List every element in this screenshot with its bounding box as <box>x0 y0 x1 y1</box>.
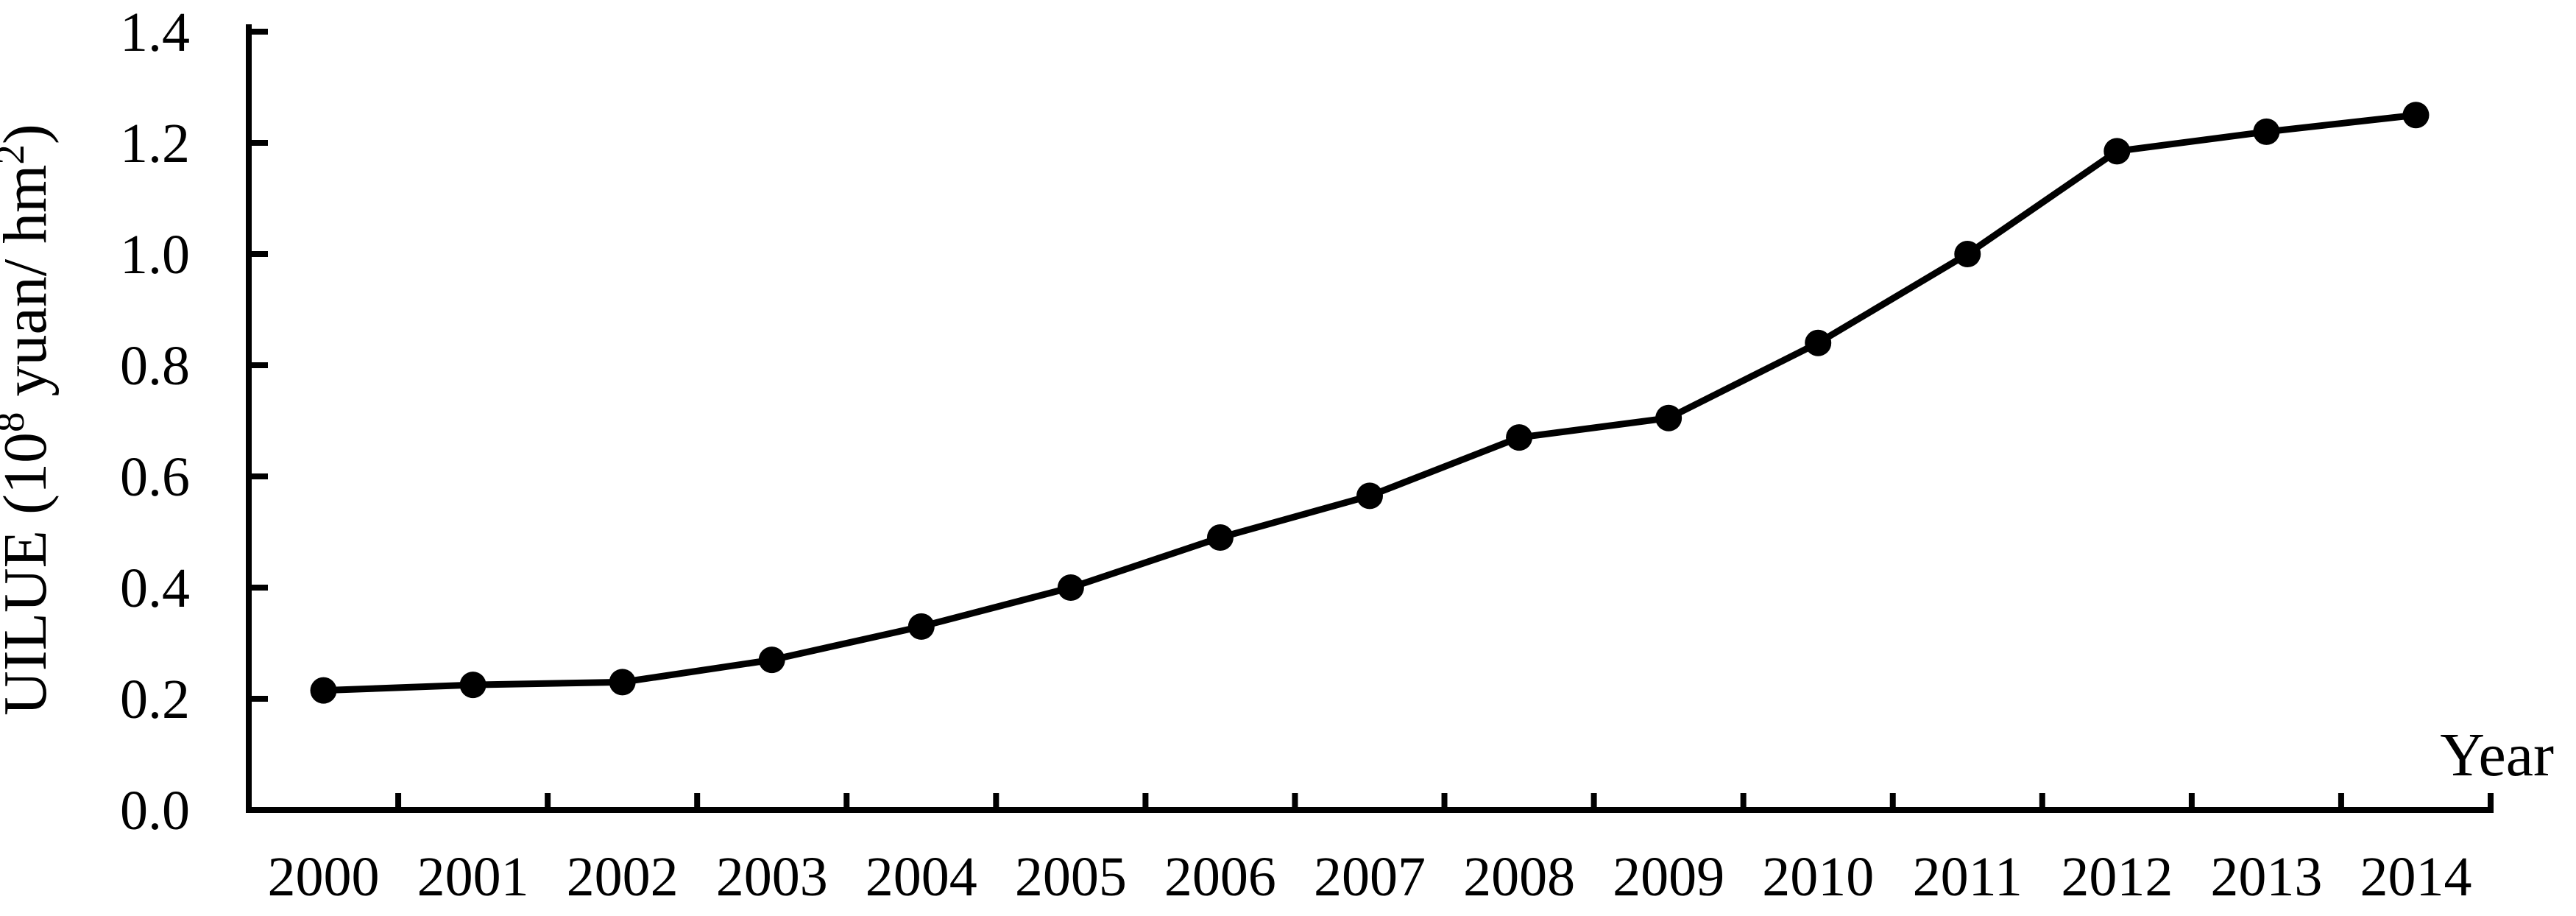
data-point-2001 <box>459 672 486 699</box>
x-tick-label-2014: 2014 <box>2360 846 2471 908</box>
y-axis-title: UILUE (108 yuan/ hm2) <box>0 124 60 716</box>
x-tick-label-2013: 2013 <box>2210 846 2322 908</box>
x-tick-label-2012: 2012 <box>2061 846 2173 908</box>
series-line-uilue <box>323 111 2416 694</box>
y-tick-label-0.2: 0.2 <box>120 669 190 730</box>
x-tick-label-2008: 2008 <box>1463 846 1575 908</box>
x-tick-label-2007: 2007 <box>1314 846 1426 908</box>
x-tick-label-2001: 2001 <box>417 846 529 908</box>
data-point-2009 <box>1655 404 1682 431</box>
data-point-2004 <box>907 613 935 640</box>
data-point-2013 <box>2253 118 2280 145</box>
data-point-2010 <box>1805 329 1832 356</box>
x-tick-label-2005: 2005 <box>1015 846 1127 908</box>
x-tick-label-2002: 2002 <box>567 846 679 908</box>
data-point-2005 <box>1057 574 1084 601</box>
data-point-2006 <box>1206 524 1234 552</box>
y-tick-label-0.8: 0.8 <box>120 335 190 397</box>
y-tick-label-0.4: 0.4 <box>120 557 190 619</box>
x-axis-title: Year <box>2440 721 2554 789</box>
data-point-2000 <box>310 677 337 704</box>
x-tick-label-2011: 2011 <box>1913 846 2023 908</box>
data-point-2002 <box>609 669 636 696</box>
x-tick-label-2010: 2010 <box>1762 846 1874 908</box>
data-point-2012 <box>2103 138 2131 165</box>
y-tick-label-1.0: 1.0 <box>120 224 190 286</box>
data-point-2003 <box>758 647 785 674</box>
y-tick-label-0.6: 0.6 <box>120 446 190 508</box>
y-tick-label-1.2: 1.2 <box>120 113 190 175</box>
x-tick-label-2000: 2000 <box>268 846 380 908</box>
y-tick-label-1.4: 1.4 <box>120 1 190 63</box>
data-point-2011 <box>1954 241 1981 267</box>
x-tick-label-2004: 2004 <box>866 846 977 908</box>
data-point-2007 <box>1356 482 1383 510</box>
data-point-2014 <box>2402 102 2430 129</box>
data-point-2008 <box>1506 424 1533 451</box>
y-tick-label-0.0: 0.0 <box>120 780 190 842</box>
x-tick-label-2003: 2003 <box>716 846 828 908</box>
x-tick-label-2009: 2009 <box>1613 846 1724 908</box>
x-tick-label-2006: 2006 <box>1164 846 1276 908</box>
